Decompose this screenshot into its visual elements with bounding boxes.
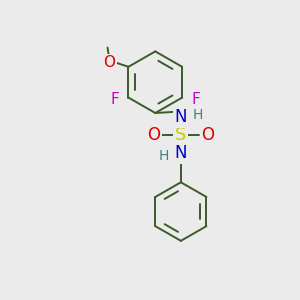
Text: O: O — [103, 56, 115, 70]
Text: F: F — [110, 92, 119, 106]
Text: O: O — [147, 126, 160, 144]
Text: H: H — [193, 108, 203, 122]
Text: F: F — [192, 92, 200, 106]
Text: H: H — [159, 149, 169, 163]
Text: N: N — [175, 144, 187, 162]
Text: N: N — [175, 108, 187, 126]
Text: S: S — [175, 126, 187, 144]
Text: O: O — [202, 126, 214, 144]
